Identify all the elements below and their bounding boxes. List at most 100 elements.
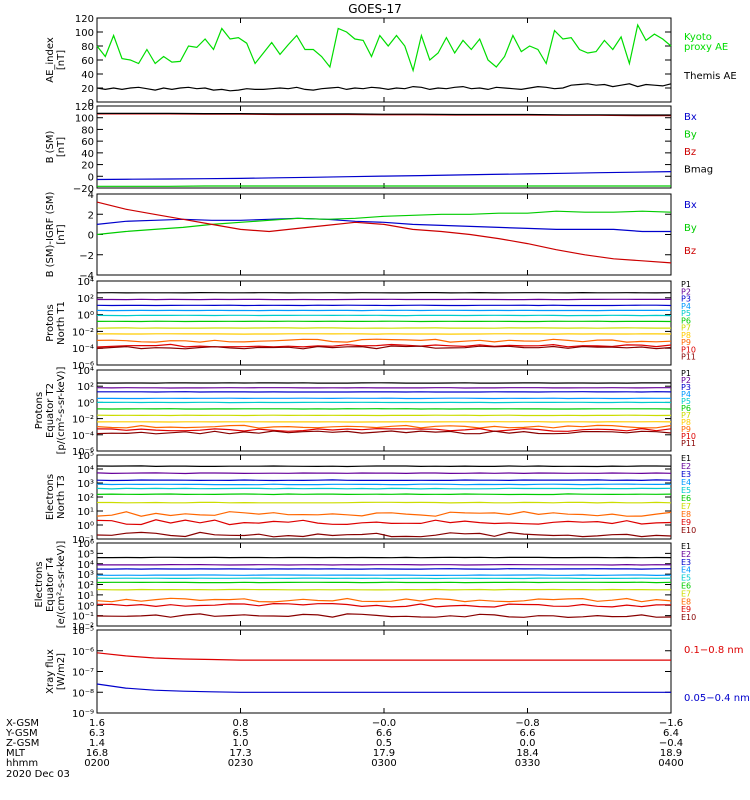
legend-entry: E2 [681,462,691,471]
legend-entry: Bz [684,246,696,257]
x-cell: −1.6 [659,718,683,729]
legend-entry: E4 [681,478,691,487]
legend-entry: E5 [681,574,691,583]
x-cell: 0300 [371,758,396,769]
x-cell: 1.4 [89,738,105,749]
legend-entry: P6 [681,404,691,413]
x-cell: 0.0 [520,738,536,749]
series-line-P10 [96,343,672,348]
series-line-E9 [96,602,672,608]
y-axis-label: Electrons [45,474,56,520]
y-tick-label: 10⁻¹ [72,535,94,546]
legend-entry: E3 [681,558,691,567]
panel-frame [96,193,672,276]
legend-entry: E10 [681,526,696,535]
series-line-E3 [96,479,672,482]
y-tick-label: 20 [81,84,94,95]
legend-entry: E8 [681,510,691,519]
legend-entry: E7 [681,589,691,598]
y-tick-label: 10⁰ [77,521,94,532]
y-axis-label: B (SM) [45,130,56,163]
y-tick-label: −20 [73,184,94,195]
y-tick-label: 10⁶ [77,539,94,550]
y-tick-label: 10⁴ [77,465,94,476]
legend-entry: P11 [681,439,696,448]
series-line-0.1−0.8 nm [96,652,671,661]
legend-entry: P7 [681,324,691,333]
legend-entry: P5 [681,397,691,406]
legend-entry: E6 [681,494,691,503]
y-tick-label: 10¹ [77,507,94,518]
y-tick-label: 100 [75,28,94,39]
series-line-Themis AE [96,83,672,92]
legend-entry: By [684,130,697,141]
legend-entry: E2 [681,550,691,559]
series-line-E2 [96,472,672,475]
y-tick-label: 10⁻⁷ [72,668,94,679]
legend-entry: P10 [681,345,696,354]
panel-frame [96,369,672,452]
y-tick-label: 10⁻⁵ [72,626,94,637]
series-line-E7 [97,501,672,504]
x-cell: 0330 [515,758,540,769]
y-axis-label: [nT] [56,50,67,70]
x-cell: 6.6 [376,728,392,739]
legend-entry: proxy AE [684,42,728,53]
series-line-Kyoto [96,23,672,73]
x-cell: 1.0 [233,738,249,749]
legend-entry: P1 [681,369,691,378]
x-cell: −0.8 [515,718,539,729]
legend-entry: P3 [681,295,691,304]
legend-bsm: Bx By Bz Bmag [684,112,713,176]
x-row-label: MLT [6,748,26,759]
x-row-label: hhmm [6,758,38,769]
panel-bdiff: −4 −2 0 2 4 B (SM)-IGRF (SM) [nT] Bx By Bz [45,190,697,282]
panel-frame [96,629,672,714]
y-tick-label: 10³ [77,479,94,490]
y-tick-label: 10⁻⁶ [72,361,94,372]
series-line-E10 [96,613,672,619]
x-cell: 17.3 [229,748,251,759]
series-line-P9 [96,338,672,343]
y-axis-label: [p/(cm²-s-sr-keV)] [56,367,67,455]
legend-entry: Kyoto [684,32,712,43]
legend-entry: P4 [681,390,691,399]
y-tick-label: −4 [79,271,94,282]
y-tick-label: 10⁻² [72,415,94,426]
legend-xray: 0.1−0.8 nm 0.05−0.4 nm [684,645,750,704]
y-tick-label: 2 [88,210,94,221]
y-tick-label: 40 [81,149,94,160]
y-tick-label: 20 [81,161,94,172]
y-axis-label: Equator T4 [45,557,56,612]
y-tick-label: 120 [75,14,94,25]
y-axis-label: AE_index [45,37,56,83]
y-axis-label: [W/m2] [56,653,67,690]
x-cell: 6.3 [89,728,105,739]
legend-entry: E3 [681,470,691,479]
series-line-P10 [96,427,672,432]
y-tick-label: 10² [77,581,94,592]
x-cell: 0.5 [376,738,392,749]
y-tick-label: 10⁻⁶ [72,447,94,458]
legend-entry: E5 [681,486,691,495]
legend-entry: P6 [681,316,691,325]
x-cell: 0.8 [233,718,249,729]
legend-entry: P11 [681,353,696,362]
y-tick-label: 10² [77,294,94,305]
y-axis-label: [nT] [56,224,67,244]
y-tick-label: 80 [81,125,94,136]
legend-entry: P3 [681,383,691,392]
panel-pequator: 10⁻⁶ 10⁻⁴ 10⁻² 10⁰ 10² 10⁴ Protons Equator T2 [p… [34,366,696,458]
legend-entry: P5 [681,309,691,318]
series-line-E5 [96,487,672,490]
panel-pnorth: 10⁻⁶ 10⁻⁴ 10⁻² 10⁰ 10² 10⁴ Protons North T1 P1P2… [45,277,696,372]
legend-entry: By [684,223,697,234]
series-line-E8 [96,510,672,517]
y-tick-label: 10⁻² [72,327,94,338]
